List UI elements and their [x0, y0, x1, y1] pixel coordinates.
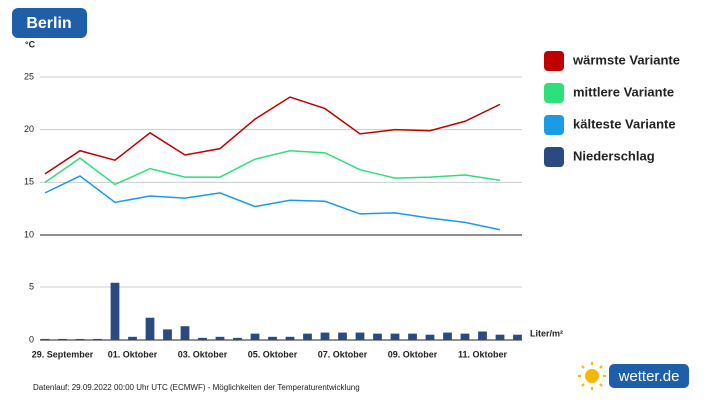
- legend-swatch: [544, 115, 564, 135]
- legend-label: kälteste Variante: [573, 116, 676, 131]
- bar: [390, 333, 400, 340]
- bar: [250, 333, 260, 340]
- title: Berlin: [26, 15, 71, 32]
- bar: [180, 326, 190, 340]
- y-unit: Liter/m²: [530, 328, 563, 338]
- legend-swatch: [544, 51, 564, 71]
- bar: [58, 338, 67, 340]
- sun: [585, 369, 599, 383]
- bar: [460, 333, 470, 340]
- line-series: [44, 175, 501, 231]
- bar: [233, 337, 242, 340]
- legend-label: wärmste Variante: [572, 52, 680, 67]
- bar: [408, 333, 417, 340]
- line-series: [44, 96, 501, 175]
- title-badge: [12, 8, 87, 38]
- logo-text: wetter.de: [618, 368, 680, 385]
- bar: [128, 336, 137, 340]
- bar: [478, 331, 487, 340]
- legend-swatch: [544, 83, 564, 103]
- footer: Datenlauf: 29.09.2022 00:00 Uhr UTC (ECM…: [33, 383, 360, 392]
- legend-label: mittlere Variante: [573, 84, 674, 99]
- bar: [40, 338, 50, 340]
- y-tick-label: 15: [24, 177, 34, 187]
- legend-swatch: [544, 147, 564, 167]
- bar: [320, 332, 330, 340]
- bar: [373, 333, 382, 340]
- bar: [303, 333, 312, 340]
- logo-badge: [609, 364, 689, 388]
- y-tick-label: 10: [24, 229, 34, 239]
- x-tick-label: 01. Oktober: [108, 349, 158, 359]
- y-tick-label: 5: [29, 281, 34, 291]
- bar: [93, 338, 102, 340]
- bar: [163, 329, 172, 340]
- y-tick-label: 25: [24, 71, 34, 81]
- logo: wetter.de: [578, 362, 689, 390]
- bar: [285, 336, 295, 340]
- y-unit: °C: [25, 39, 36, 49]
- y-tick-label: 20: [24, 124, 34, 134]
- bar: [110, 282, 120, 340]
- bar: [145, 317, 155, 340]
- bar: [338, 332, 347, 340]
- x-tick-label: 11. Oktober: [458, 349, 508, 359]
- x-tick-label: 07. Oktober: [318, 349, 368, 359]
- bar: [75, 338, 85, 340]
- bar: [198, 337, 207, 340]
- x-tick-label: 29. September: [32, 349, 94, 359]
- x-tick-label: 05. Oktober: [248, 349, 298, 359]
- bar: [443, 332, 452, 340]
- bar: [495, 334, 505, 340]
- bar: [425, 334, 435, 340]
- y-tick-label: 0: [29, 334, 34, 344]
- bar: [355, 332, 365, 340]
- bar: [513, 334, 522, 340]
- x-tick-label: 09. Oktober: [388, 349, 438, 359]
- x-tick-label: 03. Oktober: [178, 349, 228, 359]
- legend-label: Niederschlag: [573, 148, 655, 163]
- sun-rays: [578, 362, 606, 390]
- bar: [215, 336, 225, 340]
- line-series: [44, 149, 501, 186]
- bar: [268, 336, 277, 340]
